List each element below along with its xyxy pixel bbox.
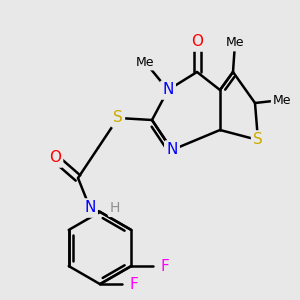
Text: S: S: [113, 110, 123, 125]
Text: N: N: [162, 82, 174, 98]
Text: F: F: [161, 259, 170, 274]
Text: O: O: [191, 34, 203, 50]
Text: N: N: [84, 200, 96, 215]
Text: H: H: [110, 201, 120, 215]
Text: O: O: [49, 151, 61, 166]
Text: N: N: [166, 142, 178, 158]
Text: Me: Me: [136, 56, 154, 68]
Text: F: F: [130, 277, 138, 292]
Text: S: S: [253, 133, 263, 148]
Text: Me: Me: [226, 37, 244, 50]
Text: Me: Me: [273, 94, 291, 106]
